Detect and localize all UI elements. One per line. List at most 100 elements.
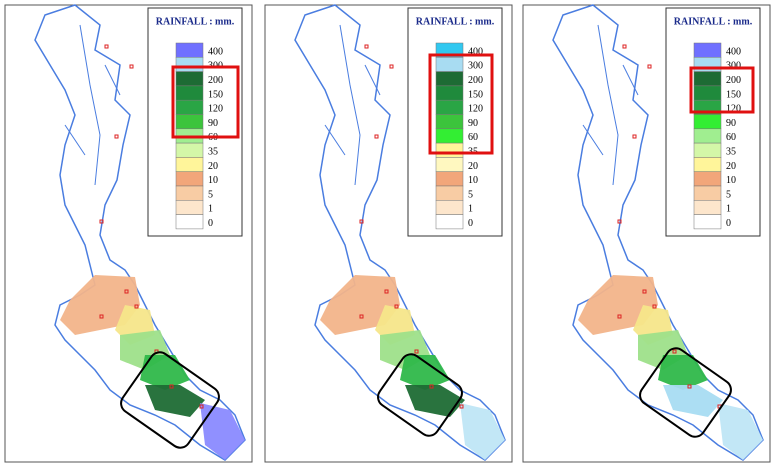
legend-label: 90 [468, 118, 478, 129]
legend-swatch [435, 128, 464, 144]
legend-swatch [693, 42, 722, 58]
legend-swatch [435, 171, 464, 187]
map-panel: RAINFALL : mm.40030020015012090603520105… [264, 4, 513, 463]
legend-label: 5 [726, 189, 731, 200]
legend-swatch [435, 71, 464, 87]
legend-swatch [175, 214, 204, 230]
legend-label: 90 [726, 118, 736, 129]
legend-swatch [435, 200, 464, 215]
legend-swatch [175, 57, 204, 72]
legend-label: 120 [208, 104, 223, 115]
legend-label: 300 [468, 61, 483, 72]
rainfall-zone [405, 385, 465, 417]
legend-swatch [693, 214, 722, 230]
legend-swatch [435, 99, 464, 115]
station-marker [617, 219, 622, 224]
legend-swatch [693, 185, 722, 201]
rainfall-zone [460, 403, 505, 460]
legend-label: 90 [208, 118, 218, 129]
legend-swatch [175, 42, 204, 58]
legend-label: 300 [726, 61, 741, 72]
station-marker [647, 64, 652, 69]
legend-swatch [693, 142, 722, 158]
legend-label: 200 [208, 75, 223, 86]
legend-label: 60 [468, 132, 478, 143]
coastline [552, 4, 764, 461]
legend-label: 400 [468, 46, 483, 57]
station-marker [99, 314, 104, 319]
rainfall-zone [145, 385, 205, 417]
legend-swatch [435, 142, 464, 158]
rainfall-zone [200, 403, 245, 460]
legend-label: 0 [468, 218, 473, 229]
station-marker [384, 289, 389, 294]
legend-swatch [693, 114, 722, 130]
legend-swatch [175, 99, 204, 115]
station-marker [459, 404, 464, 409]
legend-label: 0 [208, 218, 213, 229]
legend-swatch [175, 200, 204, 215]
legend-label: 200 [468, 75, 483, 86]
legend-swatch [435, 85, 464, 101]
coastline [34, 4, 246, 461]
legend-label: 10 [208, 175, 218, 186]
legend-swatch [175, 157, 204, 172]
focus-outline [377, 353, 463, 437]
legend-label: 20 [726, 161, 736, 172]
legend-label: 120 [726, 104, 741, 115]
legend-label: 150 [208, 89, 223, 100]
station-marker [359, 314, 364, 319]
rainfall-zone [658, 355, 708, 390]
river [64, 24, 121, 186]
legend-label: 20 [208, 161, 218, 172]
rainfall-zone [663, 385, 723, 417]
legend-label: 1 [726, 204, 731, 215]
rainfall-zone [718, 403, 763, 460]
station-marker [199, 404, 204, 409]
focus-outline [120, 351, 220, 449]
rainfall-zone [140, 355, 190, 390]
station-marker [652, 304, 657, 309]
legend-label: 60 [726, 132, 736, 143]
station-marker [687, 384, 692, 389]
station-marker [642, 289, 647, 294]
legend-swatch [435, 114, 464, 130]
legend-swatch [175, 171, 204, 187]
highlight-box [428, 53, 494, 155]
station-marker [429, 384, 434, 389]
highlight-box [689, 66, 755, 114]
map-panel: RAINFALL : mm.40030020015012090603520105… [4, 4, 253, 463]
station-marker [124, 289, 129, 294]
station-marker [99, 219, 104, 224]
legend-swatch [175, 185, 204, 201]
station-marker [129, 64, 134, 69]
legend-swatch [435, 157, 464, 172]
legend-title: RAINFALL : mm. [674, 16, 753, 27]
legend-label: 5 [468, 189, 473, 200]
legend-swatch [175, 142, 204, 158]
legend-swatch [693, 171, 722, 187]
rainfall-zone [400, 355, 450, 390]
map-panel: RAINFALL : mm.40030020015012090603520105… [522, 4, 771, 463]
legend-label: 1 [468, 204, 473, 215]
legend-swatch [435, 57, 464, 72]
station-marker [114, 134, 119, 139]
station-marker [364, 44, 369, 49]
station-marker [414, 349, 419, 354]
legend-title: RAINFALL : mm. [416, 16, 495, 27]
legend-label: 0 [726, 218, 731, 229]
station-marker [394, 304, 399, 309]
legend-swatch [693, 85, 722, 101]
legend-swatch [693, 71, 722, 87]
legend-swatch [435, 185, 464, 201]
legend-swatch [175, 71, 204, 87]
station-marker [104, 44, 109, 49]
station-marker [134, 304, 139, 309]
legend-swatch [175, 114, 204, 130]
legend-label: 120 [468, 104, 483, 115]
station-marker [389, 64, 394, 69]
legend-label: 10 [468, 175, 478, 186]
legend-swatch [693, 157, 722, 172]
legend-swatch [175, 85, 204, 101]
